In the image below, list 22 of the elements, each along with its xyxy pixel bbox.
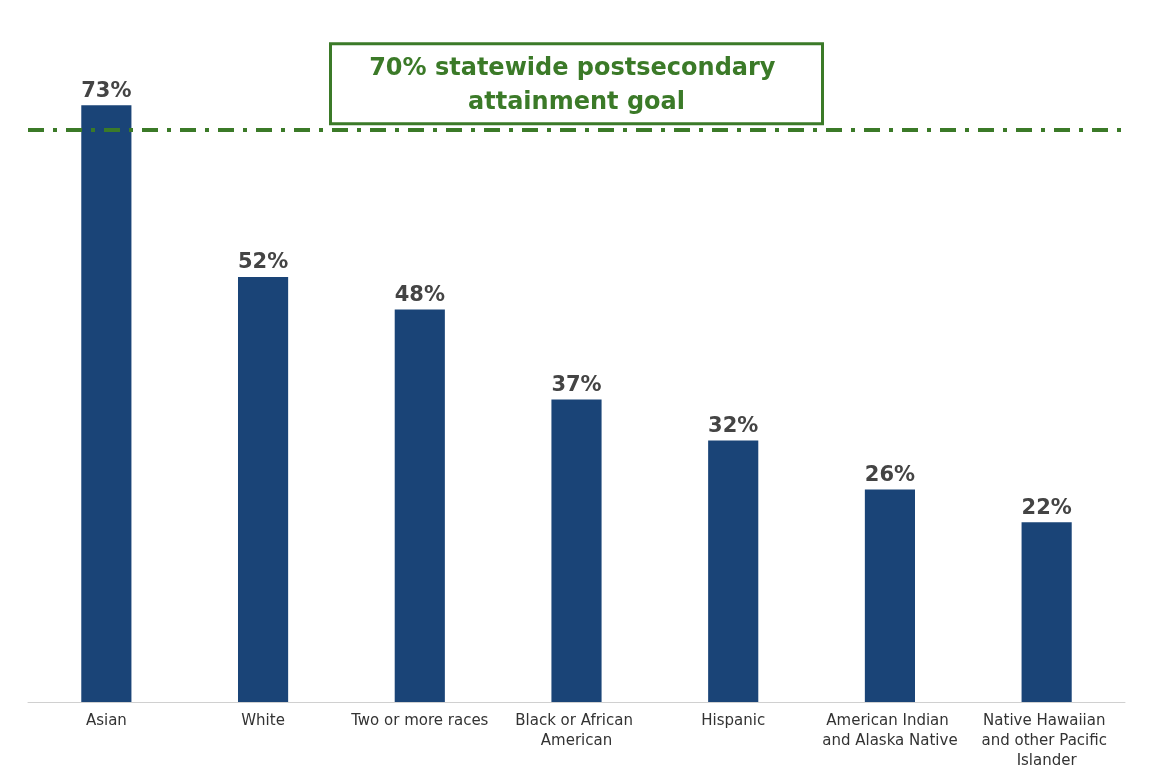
data-label: 32%: [708, 412, 759, 437]
data-label: 26%: [864, 461, 916, 486]
x-tick-label: Hispanic: [701, 711, 766, 729]
data-label: 48%: [394, 282, 445, 307]
x-tick-label: American Indian and Alaska Native: [822, 711, 958, 749]
data-label: 37%: [551, 372, 602, 397]
bar: [551, 399, 602, 702]
x-tick-label: Asian: [85, 711, 127, 729]
bar: [394, 309, 445, 702]
data-label: 52%: [237, 249, 289, 274]
bar: [238, 276, 289, 702]
x-tick-label: Two or more races: [350, 711, 489, 729]
x-tick-label: White: [241, 711, 285, 729]
bar: [864, 489, 915, 702]
data-label: 73%: [81, 77, 132, 102]
data-label: 22%: [1021, 494, 1072, 519]
bar: [81, 105, 132, 702]
x-tick-label: Black or African American: [515, 711, 638, 749]
bar: [708, 440, 759, 702]
ref-line-label: 70% statewide postsecondary attainment goal: [369, 52, 784, 115]
bar: [1021, 522, 1072, 702]
x-tick-label: Native Hawaiian and other Pacific Islander: [981, 711, 1112, 769]
